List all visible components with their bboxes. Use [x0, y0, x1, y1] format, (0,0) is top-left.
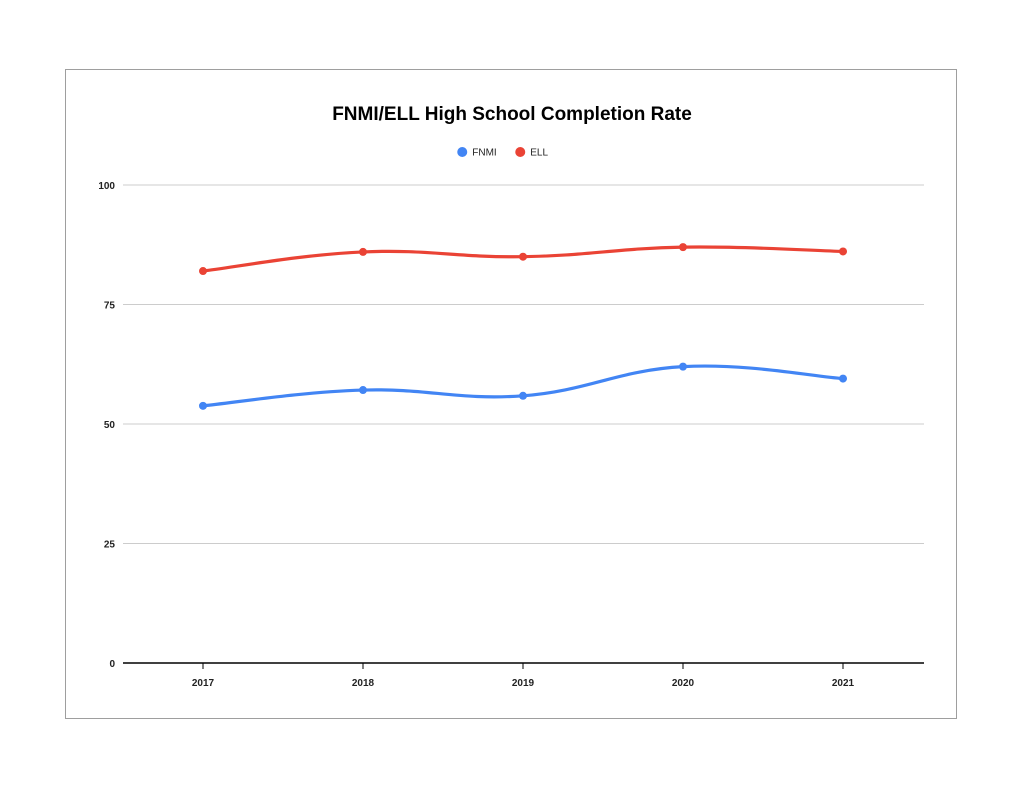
chart-frame [65, 69, 957, 719]
data-point-ell-2018 [359, 247, 367, 256]
x-tick-label-2018: 2018 [352, 678, 375, 689]
data-point-ell-2020 [679, 243, 687, 252]
data-point-fnmi-2020 [679, 362, 687, 371]
x-tick-label-2021: 2021 [832, 678, 855, 689]
x-tick-label-2017: 2017 [192, 678, 215, 689]
chart-title: FNMI/ELL High School Completion Rate [332, 104, 692, 125]
legend-item-fnmi: FNMI [457, 147, 497, 159]
series-lines [199, 243, 847, 410]
data-point-ell-2021 [839, 247, 847, 256]
legend-label-fnmi: FNMI [472, 148, 496, 159]
legend-marker-fnmi [457, 147, 468, 157]
series-line-fnmi [201, 364, 845, 408]
x-tick-label-2019: 2019 [512, 678, 535, 689]
data-point-fnmi-2021 [839, 374, 847, 383]
x-tick-label-2020: 2020 [672, 678, 695, 689]
series-fnmi [199, 362, 847, 410]
y-tick-label-0: 0 [109, 659, 115, 670]
gridlines [123, 184, 924, 544]
legend-marker-ell [515, 147, 526, 157]
series-ell [199, 243, 847, 276]
data-point-ell-2017 [199, 267, 207, 276]
legend-label-ell: ELL [530, 148, 548, 159]
y-tick-label-50: 50 [104, 420, 116, 431]
axes: 0 25 50 75 100 2017 2018 2019 2020 2021 [98, 181, 924, 689]
data-point-fnmi-2019 [519, 391, 527, 400]
legend: FNMI ELL [457, 147, 548, 159]
data-point-ell-2019 [519, 252, 527, 261]
legend-item-ell: ELL [515, 147, 548, 159]
data-point-fnmi-2018 [359, 386, 367, 395]
data-point-fnmi-2017 [199, 401, 207, 410]
y-tick-label-75: 75 [104, 301, 116, 312]
y-tick-label-100: 100 [98, 181, 115, 192]
y-tick-label-25: 25 [104, 540, 116, 551]
